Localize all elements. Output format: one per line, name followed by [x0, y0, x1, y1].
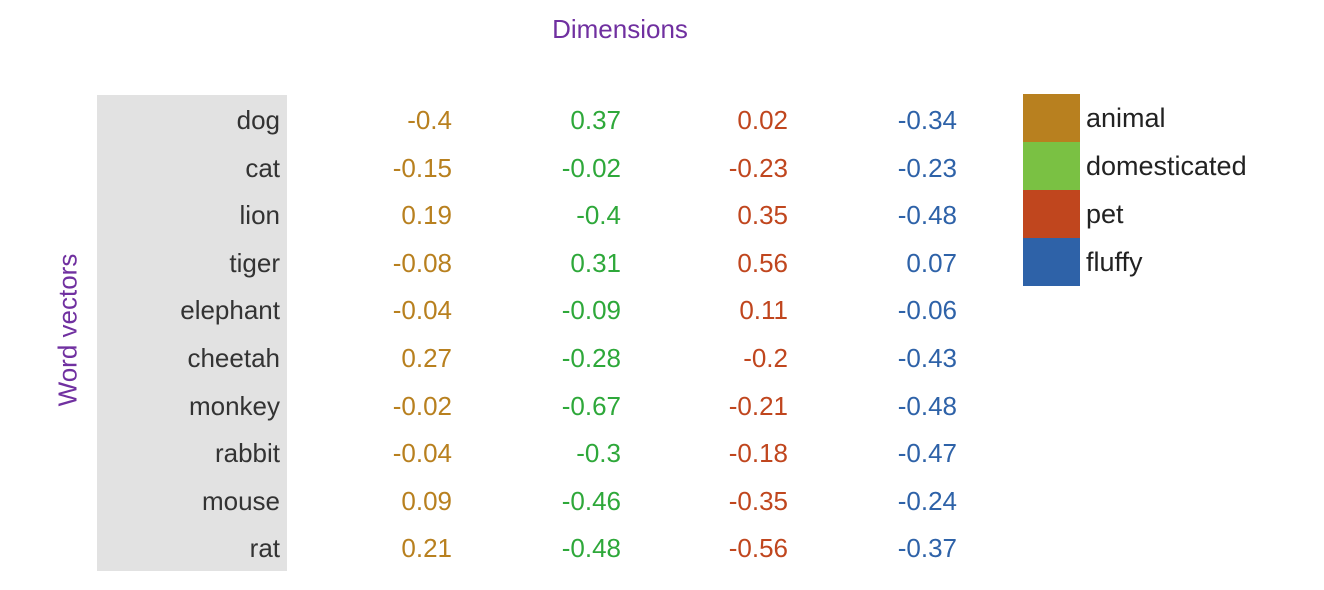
value-cell-animal: 0.09	[401, 485, 452, 516]
value-cell-animal: -0.4	[407, 105, 452, 135]
value-cell-pet: -0.2	[743, 343, 788, 373]
legend-swatch	[1023, 94, 1080, 142]
legend-item: fluffy	[1023, 238, 1247, 286]
value-cell-animal: -0.04	[392, 295, 452, 326]
value-cell-fluffy: -0.24	[897, 485, 957, 516]
value-cell-domesticated: -0.4	[576, 200, 621, 231]
legend-item: pet	[1023, 190, 1247, 238]
value-cell-animal: -0.02	[392, 390, 452, 421]
value-cell-fluffy: -0.48	[897, 200, 957, 231]
word-label: tiger	[229, 247, 280, 278]
word-label: dog	[236, 105, 280, 135]
value-cell-pet: -0.35	[728, 485, 788, 516]
legend-swatch	[1023, 238, 1080, 286]
value-cell-domesticated: 0.37	[570, 105, 621, 135]
legend-swatch	[1023, 142, 1080, 190]
word-label: cat	[245, 152, 280, 183]
legend-item: domesticated	[1023, 142, 1247, 190]
value-cell-fluffy: -0.48	[897, 390, 957, 421]
word-label: elephant	[180, 295, 280, 326]
legend-label: animal	[1086, 102, 1166, 133]
value-cell-fluffy: -0.34	[897, 105, 957, 135]
legend-label: fluffy	[1086, 246, 1143, 277]
legend-item: animal	[1023, 94, 1247, 142]
value-cell-pet: 0.35	[737, 200, 788, 231]
word-label: lion	[239, 200, 280, 231]
value-cell-animal: 0.27	[401, 343, 452, 373]
value-cell-fluffy: -0.43	[897, 343, 957, 373]
value-cell-domesticated: 0.31	[570, 247, 621, 278]
value-cell-fluffy: 0.07	[906, 247, 957, 278]
value-cell-pet: 0.02	[737, 105, 788, 135]
y-axis-label: Word vectors	[52, 253, 83, 407]
legend-label: pet	[1086, 198, 1124, 229]
value-cell-pet: 0.56	[737, 247, 788, 278]
word-label: monkey	[188, 390, 280, 421]
value-cell-animal: -0.08	[392, 247, 452, 278]
value-cell-domesticated: -0.48	[561, 533, 621, 564]
value-cell-domesticated: -0.28	[561, 343, 621, 373]
value-cell-pet: 0.11	[739, 295, 788, 326]
value-cell-domesticated: -0.46	[561, 485, 621, 516]
word-label: mouse	[201, 485, 280, 516]
value-cell-domesticated: -0.02	[561, 152, 621, 183]
word-label: rabbit	[214, 438, 280, 469]
value-cell-fluffy: -0.06	[897, 295, 957, 326]
value-cell-fluffy: -0.23	[897, 152, 957, 183]
legend: animal domesticated pet fluffy	[1023, 94, 1247, 286]
value-cell-pet: -0.56	[728, 533, 788, 564]
legend-label: domesticated	[1086, 150, 1247, 181]
value-cell-pet: -0.21	[728, 390, 788, 421]
legend-swatch	[1023, 190, 1080, 238]
value-cell-animal: -0.04	[392, 438, 452, 469]
value-cell-fluffy: -0.47	[897, 438, 957, 469]
value-cell-domesticated: -0.09	[561, 295, 621, 326]
value-cell-animal: 0.21	[401, 533, 452, 564]
value-cell-domesticated: -0.67	[561, 390, 621, 421]
value-cell-animal: 0.19	[401, 200, 452, 231]
word-list: dog cat lion tiger elephant cheetah monkey rabb…	[97, 97, 280, 573]
value-cell-animal: -0.15	[392, 152, 452, 183]
word-label: rat	[249, 533, 280, 564]
word-label-panel	[97, 95, 287, 571]
value-cell-fluffy: -0.37	[897, 533, 957, 564]
chart-title: Dimensions	[552, 14, 688, 44]
value-cell-pet: -0.18	[728, 438, 788, 469]
value-cell-pet: -0.23	[728, 152, 788, 183]
value-cell-domesticated: -0.3	[576, 438, 621, 469]
word-label: cheetah	[187, 342, 280, 373]
